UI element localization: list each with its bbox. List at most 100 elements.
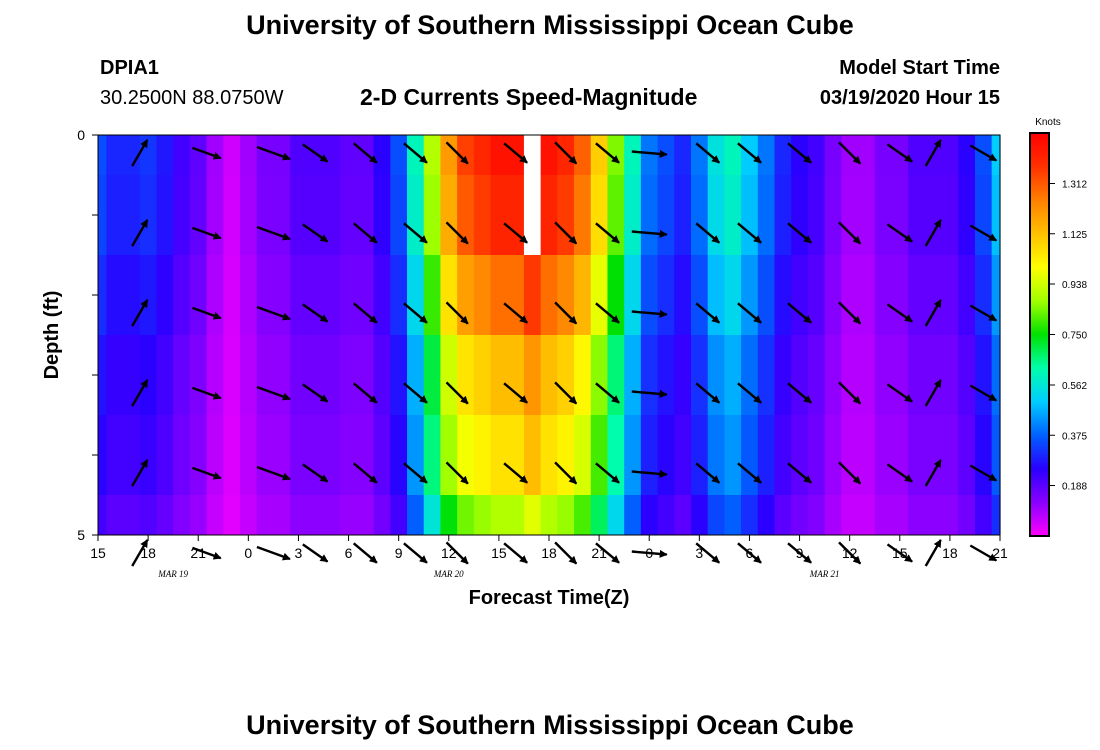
heatmap-cell (807, 495, 826, 535)
current-arrow (787, 222, 812, 244)
heatmap-cell (473, 335, 492, 415)
heatmap-cell (991, 335, 1001, 415)
heatmap-cell (407, 175, 425, 255)
heatmap-cell (690, 415, 709, 495)
heatmap-cell (657, 415, 675, 495)
current-arrow (131, 379, 149, 407)
current-arrow (445, 221, 469, 245)
heatmap-cell (507, 255, 525, 335)
heatmap-cell (407, 255, 425, 335)
heatmap-cell (407, 495, 425, 535)
heatmap-cell (624, 415, 642, 495)
heatmap-cell (440, 495, 458, 535)
heatmap-cell (590, 495, 609, 535)
heatmap-cell (423, 175, 442, 255)
heatmap-cell (123, 335, 141, 415)
heatmap-cell (724, 335, 742, 415)
heatmap-cell (223, 415, 241, 495)
current-arrow (787, 462, 812, 484)
heatmap-cell (106, 415, 124, 495)
current-arrow (886, 463, 913, 483)
current-arrow (302, 303, 329, 323)
heatmap-cell (173, 135, 191, 175)
heatmap-cell (540, 135, 558, 175)
heatmap-cell (457, 255, 475, 335)
current-arrow (787, 142, 812, 164)
heatmap-cell (791, 335, 809, 415)
heatmap-cell (390, 335, 408, 415)
heatmap-cell (991, 415, 1001, 495)
x-tick-label: 9 (395, 545, 403, 561)
heatmap-cell (356, 415, 375, 495)
heatmap-cell (239, 335, 258, 415)
current-arrow (886, 383, 913, 403)
heatmap-cell (356, 335, 375, 415)
current-arrow (886, 223, 913, 243)
station-id: DPIA1 (100, 57, 159, 79)
current-arrow (838, 221, 862, 245)
heatmap-cell (958, 135, 976, 175)
heatmap-cell (690, 495, 709, 535)
heatmap-cell (707, 135, 725, 175)
heatmap-cell (540, 415, 558, 495)
current-arrow (256, 225, 291, 241)
heatmap-cell (958, 335, 976, 415)
heatmap-cell (323, 175, 341, 255)
heatmap-cell (741, 135, 759, 175)
heatmap-cell (540, 335, 558, 415)
heatmap-cell (908, 175, 926, 255)
colorbar-label: 1.125 (1062, 230, 1087, 241)
heatmap-cell (457, 135, 475, 175)
heatmap-cell (674, 335, 692, 415)
heatmap-cell (407, 135, 425, 175)
heatmap-cell (958, 495, 976, 535)
heatmap-cell (640, 335, 659, 415)
current-arrow (838, 541, 862, 565)
heatmap-cell (440, 175, 458, 255)
heatmap-cell (223, 495, 241, 535)
heatmap-cell (674, 255, 692, 335)
current-arrow (352, 382, 378, 404)
heatmap-cell (306, 255, 325, 335)
heatmap-cell (256, 335, 274, 415)
colorbar-units: Knots (1035, 117, 1061, 128)
heatmap-cell (707, 495, 725, 535)
current-arrow (924, 139, 942, 167)
heatmap-cell (457, 495, 475, 535)
heatmap-cell (624, 175, 642, 255)
heatmap-cell (590, 175, 609, 255)
colorbar: Knots 1.312 1.125 0.938 0.750 0.562 0.375 0.18… (1029, 117, 1087, 537)
x-tick-label: 18 (140, 545, 156, 561)
heatmap-cell (290, 175, 308, 255)
heatmap-cell (640, 495, 659, 535)
heatmap-cell (841, 335, 859, 415)
heatmap-cell (106, 135, 124, 175)
heatmap-cell (139, 255, 158, 335)
heatmap-cell (858, 175, 876, 255)
heatmap-cell (724, 415, 742, 495)
current-arrow (886, 143, 913, 163)
current-arrow (695, 382, 720, 404)
heatmap-cell (373, 495, 391, 535)
current-arrow (403, 142, 428, 164)
heatmap-cell (574, 335, 592, 415)
current-arrow (131, 459, 149, 487)
heatmap-cell (640, 415, 659, 495)
heatmap-cell (824, 335, 842, 415)
heatmap-cell (106, 255, 124, 335)
current-arrow (503, 542, 528, 564)
heatmap-cell (223, 255, 241, 335)
heatmap-cell (189, 255, 208, 335)
current-arrow (969, 144, 998, 162)
heatmap-cell (690, 255, 709, 335)
heatmap-cell (440, 255, 458, 335)
current-arrow (631, 469, 668, 478)
heatmap-cell (507, 175, 525, 255)
x-tick-label: 3 (295, 545, 303, 561)
current-arrow (969, 304, 998, 322)
heatmap-cell (490, 135, 508, 175)
heatmap-cell (239, 175, 258, 255)
heatmap-cell (974, 415, 993, 495)
heatmap-cell (824, 175, 842, 255)
current-arrow (302, 463, 329, 483)
